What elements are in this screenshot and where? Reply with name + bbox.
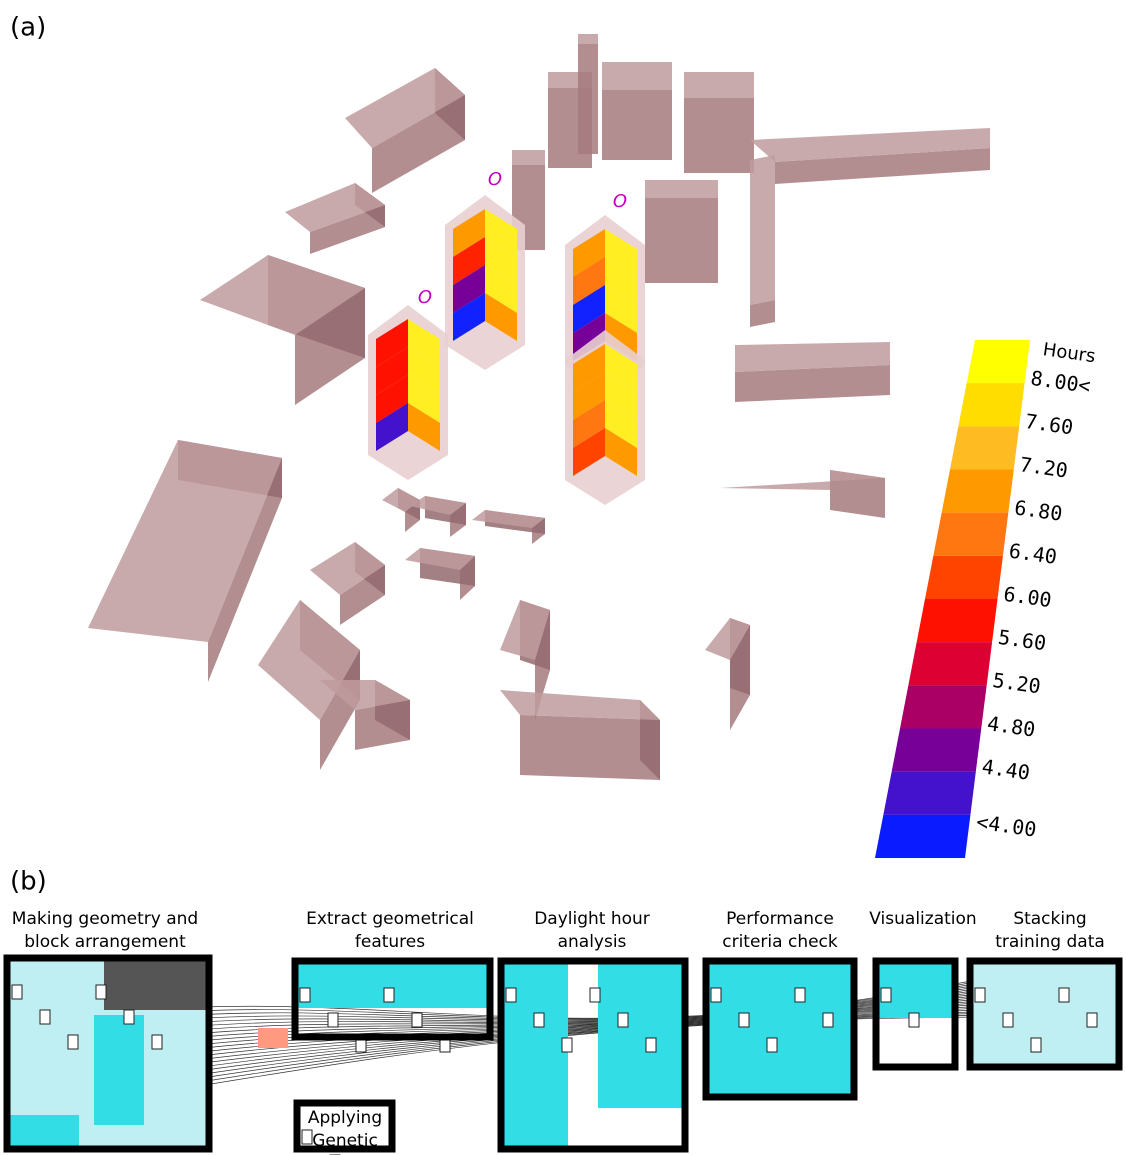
legend-label: 7.60 <box>1024 409 1075 439</box>
node-panel <box>104 955 212 1010</box>
node-panel <box>967 958 1122 1070</box>
marker-label: O <box>418 287 432 308</box>
legend-label: 4.80 <box>986 711 1037 741</box>
legend-swatch <box>900 685 987 728</box>
node <box>124 1010 134 1024</box>
node <box>152 1035 162 1049</box>
section-label: Genetic <box>312 1131 378 1151</box>
legend-swatch <box>908 642 992 685</box>
node-panel <box>94 1015 144 1125</box>
node <box>739 1013 749 1027</box>
legend-label: 6.00 <box>1002 582 1053 612</box>
building-face <box>602 90 672 160</box>
legend-label: 5.20 <box>991 668 1042 698</box>
node <box>534 1013 544 1027</box>
node <box>328 1013 338 1027</box>
legend-swatch <box>942 470 1014 513</box>
legend-label: 8.00< <box>1029 366 1092 398</box>
legend-swatch <box>950 426 1019 469</box>
node <box>1059 988 1069 1002</box>
legend-label: 6.80 <box>1013 495 1064 525</box>
node-panel <box>703 958 857 1100</box>
legend-swatch <box>883 772 976 815</box>
section-label: training data <box>995 932 1105 952</box>
panel-label: (a) <box>10 13 46 43</box>
building-face <box>684 98 754 173</box>
section-label: features <box>355 932 425 952</box>
legend-swatch <box>917 599 998 642</box>
legend-swatch <box>958 383 1024 426</box>
legend-label: 7.20 <box>1018 452 1069 482</box>
building-face <box>602 62 672 90</box>
legend-swatch <box>933 513 1008 556</box>
building-face <box>520 715 660 780</box>
section-label: Stacking <box>1013 909 1086 929</box>
node <box>96 985 106 999</box>
legend-label: 5.60 <box>997 625 1048 655</box>
node <box>711 988 721 1002</box>
marker-label: O <box>488 169 502 190</box>
node <box>384 988 394 1002</box>
node-panel <box>498 958 568 1152</box>
section-label: criteria check <box>722 932 838 952</box>
node <box>40 1010 50 1024</box>
legend-swatch <box>967 340 1030 383</box>
node <box>562 1038 572 1052</box>
legend-swatch <box>875 815 970 858</box>
node <box>767 1038 777 1052</box>
node <box>1003 1013 1013 1027</box>
node <box>909 1013 919 1027</box>
legend-label: <4.00 <box>975 809 1038 841</box>
node-panel <box>4 1115 79 1150</box>
section-label: block arrangement <box>24 932 186 952</box>
node-graph: Making geometry and block arrangement Extr… <box>4 909 1122 1155</box>
building-face <box>578 34 598 44</box>
section-label: Applying <box>308 1108 382 1128</box>
marker-label: O <box>613 191 627 212</box>
building-face <box>750 155 775 305</box>
legend-label: 4.40 <box>980 754 1031 784</box>
node <box>823 1013 833 1027</box>
section-label: Visualization <box>869 909 976 929</box>
node <box>618 1013 628 1027</box>
building-face <box>512 150 545 165</box>
node <box>300 988 310 1002</box>
section-label: Daylight hour <box>534 909 650 929</box>
legend-label: 6.40 <box>1007 538 1058 568</box>
building-face <box>578 44 598 154</box>
building-face <box>684 72 754 98</box>
panel-label: (b) <box>10 867 47 897</box>
section-label: analysis <box>558 932 627 952</box>
node <box>302 1130 312 1144</box>
node <box>975 988 985 1002</box>
node <box>506 988 516 1002</box>
node <box>1031 1038 1041 1052</box>
node-panel <box>598 958 688 1108</box>
legend-swatch <box>892 729 982 772</box>
node <box>1087 1013 1097 1027</box>
node <box>795 988 805 1002</box>
legend-swatch <box>925 556 1003 599</box>
node <box>12 985 22 999</box>
node <box>590 988 600 1002</box>
building-face <box>645 180 718 198</box>
building-face <box>645 198 718 283</box>
node <box>68 1035 78 1049</box>
node <box>881 988 891 1002</box>
node <box>646 1038 656 1052</box>
section-label: Performance <box>726 909 834 929</box>
city-model: O O O <box>88 34 990 780</box>
node <box>258 1028 288 1048</box>
node <box>412 1013 422 1027</box>
section-label: Making geometry and <box>12 909 198 929</box>
figure: (a) (b) O O O Hours8.00< 7.60 7.20 6.80 6.40 6.… <box>0 0 1126 1155</box>
section-label: Extract geometrical <box>306 909 474 929</box>
legend-title: Hours <box>1042 339 1097 367</box>
